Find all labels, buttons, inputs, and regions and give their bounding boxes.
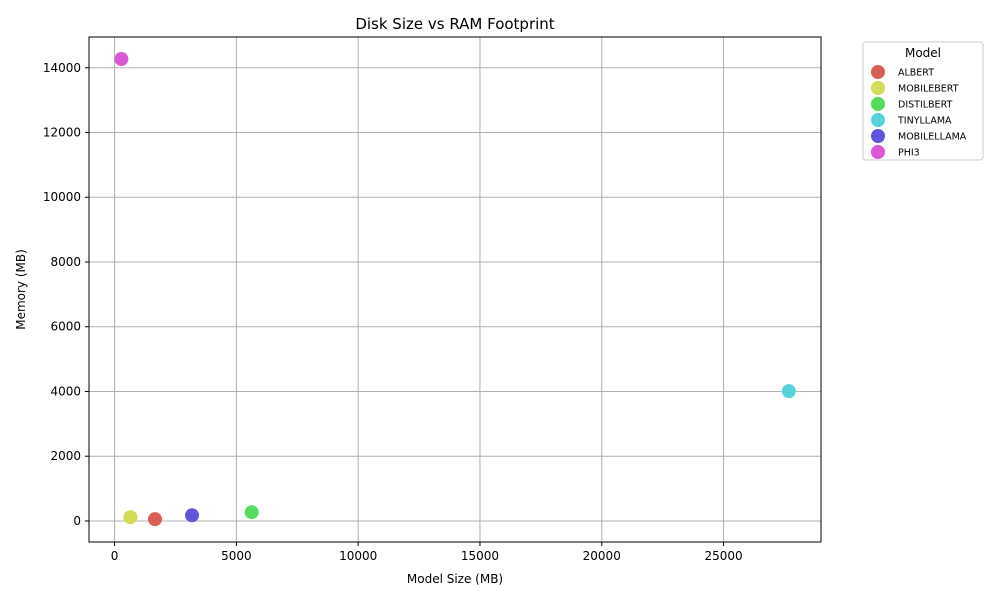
data-point-mobilellama [185,508,200,523]
y-tick-label: 10000 [43,190,81,204]
legend-marker-mobilellama [871,129,885,143]
y-tick-label: 6000 [50,320,81,334]
y-tick-label: 2000 [50,449,81,463]
legend-label-tinyllama: TINYLLAMA [897,116,952,127]
legend-marker-phi3 [871,145,885,159]
data-point-distilbert [244,505,259,520]
legend-label-mobilellama: MOBILELLAMA [898,132,967,143]
y-tick-label: 4000 [50,384,81,398]
legend-label-mobilebert: MOBILEBERT [898,84,959,95]
x-tick-label: 10000 [339,549,377,563]
x-axis-label: Model Size (MB) [407,572,503,586]
x-tick-label: 0 [111,549,119,563]
x-tick-label: 20000 [583,549,621,563]
legend-box [862,41,984,161]
x-tick-label: 15000 [461,549,499,563]
axis-ticks: 0 5000 10000 15000 20000 25000 0 2000 4000 6000 80… [43,61,743,563]
y-tick-label: 8000 [50,255,81,269]
chart-title: Disk Size vs RAM Footprint [355,15,554,33]
x-tick-label: 25000 [704,549,742,563]
legend: Model ALBERT MOBILEBERT DISTILBERT TINYLLAM… [862,41,984,161]
x-tick-label: 5000 [221,549,252,563]
y-tick-label: 12000 [43,125,81,139]
data-point-mobilebert [123,510,138,525]
plot-frame [88,36,822,543]
data-point-phi3 [114,52,129,67]
y-axis-label: Memory (MB) [14,249,28,330]
legend-label-albert: ALBERT [898,68,934,79]
legend-label-phi3: PHI3 [898,148,920,159]
legend-label-distilbert: DISTILBERT [898,100,952,111]
legend-title: Model [905,46,941,60]
legend-marker-distilbert [871,97,885,111]
grid [89,37,821,542]
legend-marker-albert [871,65,885,79]
data-point-tinyllama [781,384,796,399]
data-points [114,52,796,527]
legend-marker-mobilebert [871,81,885,95]
y-tick-label: 0 [73,514,81,528]
y-tick-label: 14000 [43,61,81,75]
legend-items: ALBERT MOBILEBERT DISTILBERT TINYLLAMA MOBIL… [871,65,967,159]
data-point-albert [148,512,163,527]
legend-marker-tinyllama [871,113,885,127]
